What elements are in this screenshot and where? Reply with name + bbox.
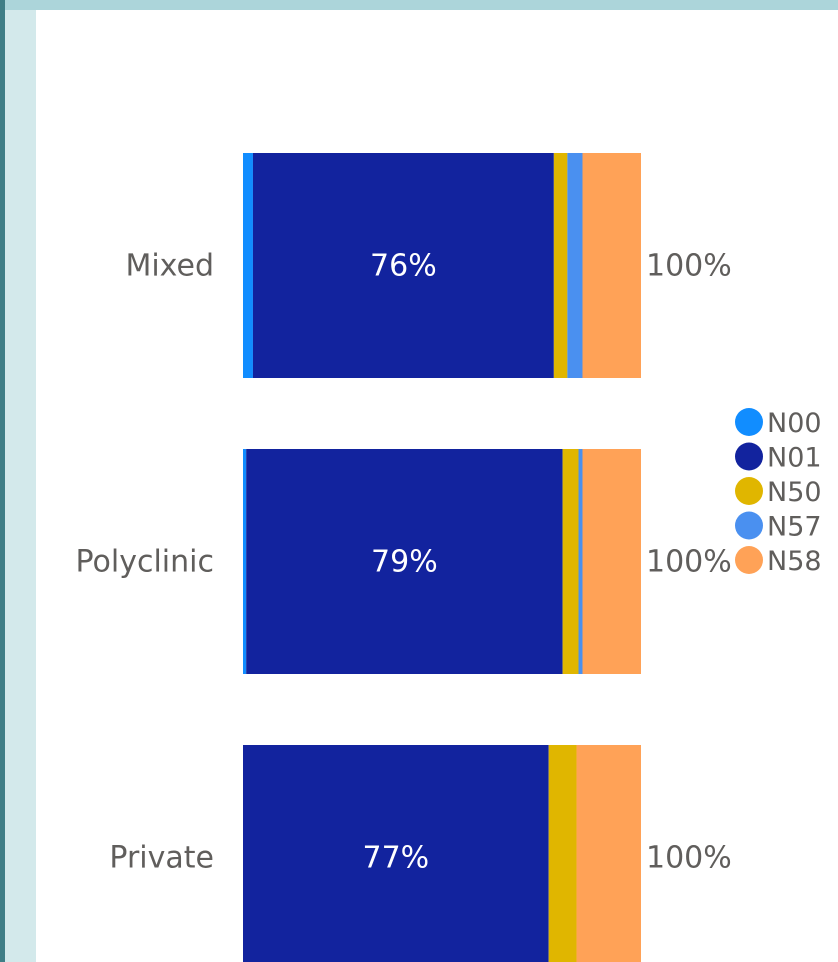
data-label-private: 77% — [362, 841, 429, 876]
frame-left-gutter — [5, 10, 36, 962]
total-label-polyclinic: 100% — [646, 545, 732, 580]
bar-segment-mixed-n50 — [553, 153, 568, 378]
bar-segment-mixed-n01 — [252, 153, 554, 378]
data-label-mixed: 76% — [370, 249, 437, 284]
bar-segment-private-n01 — [243, 745, 549, 962]
bar-segment-private-n50 — [548, 745, 577, 962]
bar-segment-polyclinic-n58 — [582, 449, 641, 674]
bar-segment-private-n58 — [576, 745, 641, 962]
legend-label-n01: N01 — [767, 443, 822, 474]
legend-label-n50: N50 — [767, 477, 822, 508]
category-label-private: Private — [109, 841, 214, 876]
bar-segment-polyclinic-n50 — [562, 449, 579, 674]
frame-top-border — [0, 0, 838, 10]
frame-left-border — [0, 0, 5, 962]
legend-marker-n58 — [735, 546, 763, 574]
legend-marker-n00 — [735, 408, 763, 436]
bar-segment-polyclinic-n01 — [246, 449, 563, 674]
bar-segment-mixed-n57 — [567, 153, 583, 378]
legend-label-n57: N57 — [767, 512, 822, 543]
bar-segment-polyclinic-n00 — [243, 449, 247, 674]
legend-label-n00: N00 — [767, 408, 822, 439]
category-label-mixed: Mixed — [125, 249, 214, 284]
bar-segment-mixed-n58 — [582, 153, 641, 378]
total-label-mixed: 100% — [646, 249, 732, 284]
bar-segment-mixed-n00 — [243, 153, 253, 378]
legend-marker-n01 — [735, 442, 763, 471]
category-label-polyclinic: Polyclinic — [76, 545, 214, 580]
bar-segment-polyclinic-n57 — [578, 449, 583, 674]
legend-label-n58: N58 — [767, 546, 822, 577]
total-label-private: 100% — [646, 841, 732, 876]
data-label-polyclinic: 79% — [371, 545, 438, 580]
legend-marker-n57 — [735, 511, 763, 540]
legend-marker-n50 — [735, 477, 763, 505]
